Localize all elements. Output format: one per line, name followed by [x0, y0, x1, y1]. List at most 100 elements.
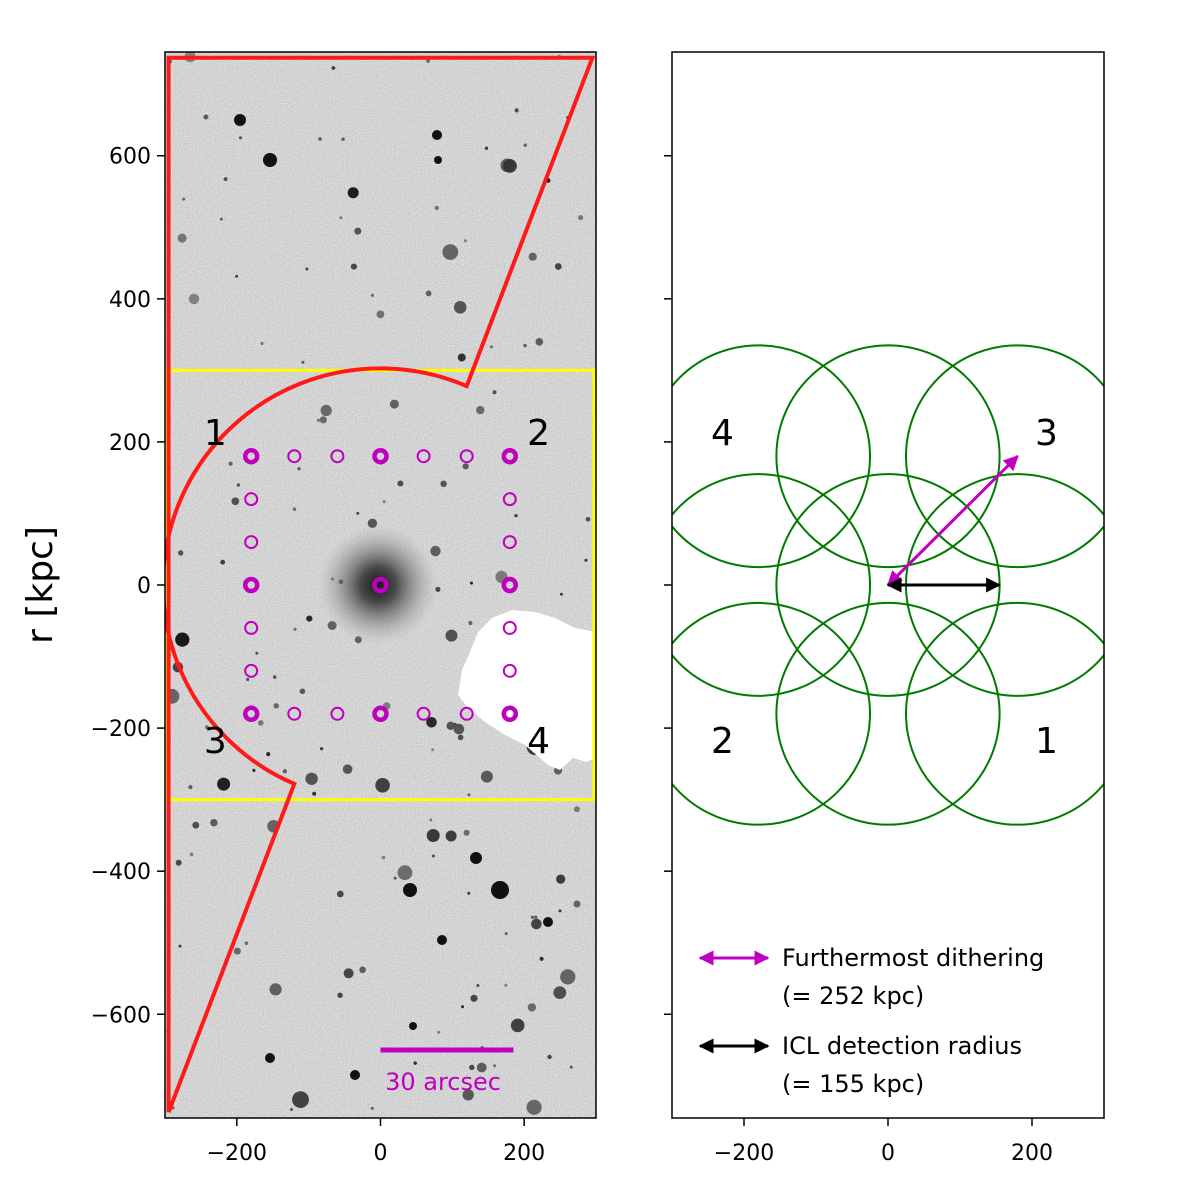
- dither-point-minor: [244, 620, 259, 635]
- galaxy: [381, 855, 386, 860]
- galaxy: [297, 467, 301, 471]
- galaxy: [462, 463, 469, 470]
- x-tick-label: 200: [503, 1141, 545, 1166]
- legend-item-2-line2: (= 155 kpc): [782, 1070, 924, 1098]
- galaxy: [463, 239, 467, 243]
- galaxy: [293, 627, 297, 631]
- galaxy: [336, 890, 344, 898]
- galaxy: [461, 1005, 464, 1009]
- galaxy: [342, 764, 353, 774]
- galaxy: [526, 1099, 542, 1115]
- galaxy: [269, 983, 282, 996]
- galaxy: [453, 301, 467, 314]
- galaxy: [341, 137, 345, 141]
- galaxy: [273, 703, 279, 709]
- x-tick-label: −200: [207, 1141, 267, 1166]
- dither-point-minor: [330, 449, 345, 464]
- galaxy: [430, 545, 441, 557]
- galaxy: [585, 517, 591, 522]
- x-tick-label: 200: [1011, 1141, 1053, 1166]
- galaxy: [556, 874, 566, 884]
- quadrant-label: 3: [1035, 413, 1058, 454]
- detection-circle: [672, 344, 871, 569]
- dither-point-major: [242, 705, 260, 723]
- legend: Furthermost dithering (= 252 kpc) ICL de…: [698, 944, 1044, 1098]
- quadrant-label: 2: [527, 413, 550, 454]
- y-tick-label: 600: [109, 145, 151, 170]
- galaxy: [445, 830, 457, 842]
- furthermost-dithering-arrow: [886, 455, 1019, 587]
- galaxy: [413, 1061, 417, 1065]
- detection-circle: [672, 473, 871, 697]
- y-tick-label: 400: [109, 288, 151, 313]
- galaxy: [547, 1054, 552, 1060]
- dither-points: [242, 447, 519, 723]
- galaxy: [531, 918, 542, 930]
- galaxy: [493, 1064, 497, 1068]
- galaxy: [573, 900, 581, 908]
- galaxy: [350, 1070, 360, 1080]
- galaxy: [431, 854, 435, 858]
- galaxy: [523, 343, 527, 348]
- galaxy: [219, 217, 223, 221]
- galaxy: [236, 483, 241, 487]
- galaxy: [203, 114, 209, 120]
- galaxy: [437, 935, 447, 945]
- dither-point-major: [242, 576, 260, 594]
- galaxy: [318, 137, 322, 141]
- galaxy: [301, 360, 305, 364]
- galaxy: [558, 909, 562, 913]
- galaxy: [484, 146, 489, 150]
- galaxy: [316, 418, 321, 422]
- galaxy: [331, 66, 336, 70]
- legend-item-1-line1: Furthermost dithering: [782, 944, 1044, 972]
- dither-point-minor: [502, 620, 517, 635]
- galaxy: [235, 274, 239, 278]
- y-tick-label: 0: [137, 574, 151, 599]
- galaxy: [434, 156, 442, 164]
- survey-footprint-outline: [165, 55, 596, 1113]
- galaxy: [523, 143, 527, 147]
- dither-point-minor: [459, 449, 474, 464]
- galaxy: [403, 883, 417, 897]
- legend-item-2-line1: ICL detection radius: [782, 1032, 1022, 1060]
- dither-point-minor: [287, 449, 302, 464]
- galaxy: [573, 806, 580, 813]
- galaxy: [504, 983, 508, 987]
- galaxy: [432, 130, 442, 140]
- galaxy: [234, 114, 246, 126]
- detection-circle: [775, 601, 1001, 826]
- galaxy: [320, 404, 332, 417]
- quadrant-label: 2: [711, 721, 734, 762]
- dither-point-minor: [416, 706, 431, 721]
- galaxy: [305, 772, 318, 785]
- y-tick-label: −200: [91, 717, 151, 742]
- galaxy: [429, 818, 433, 822]
- galaxy: [370, 1106, 374, 1110]
- galaxy: [228, 461, 233, 466]
- dither-point-minor: [330, 706, 345, 721]
- galaxy: [231, 497, 240, 506]
- galaxy: [437, 1030, 441, 1034]
- y-tick-label: −600: [91, 1003, 151, 1028]
- galaxy: [188, 785, 193, 790]
- galaxy: [453, 723, 465, 735]
- y-tick-label: 200: [109, 431, 151, 456]
- galaxy: [260, 342, 264, 345]
- galaxy: [182, 197, 186, 201]
- right-y-axis: [664, 154, 672, 1016]
- galaxy: [306, 615, 313, 622]
- galaxy: [255, 651, 259, 655]
- galaxy: [375, 778, 390, 793]
- galaxy: [554, 263, 562, 270]
- galaxy: [337, 992, 343, 998]
- galaxy: [446, 721, 455, 730]
- galaxy: [543, 917, 553, 927]
- galaxy: [356, 511, 360, 515]
- galaxy: [559, 592, 563, 596]
- quadrant-label: 4: [711, 413, 734, 454]
- galaxy: [258, 720, 264, 726]
- bcg-glow: [318, 525, 438, 645]
- galaxy: [178, 944, 182, 948]
